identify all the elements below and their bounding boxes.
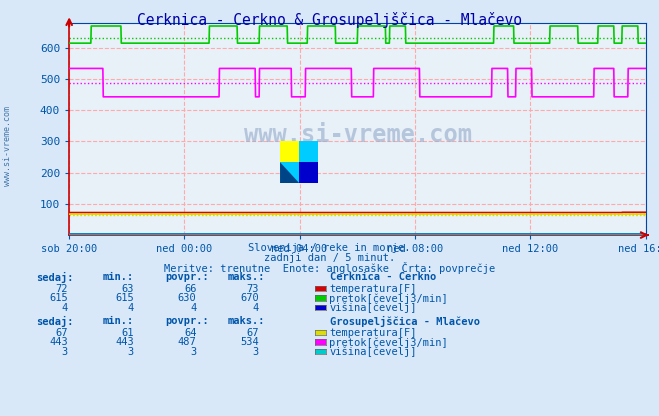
Text: 630: 630 [178,293,196,303]
Polygon shape [280,141,299,162]
Text: maks.:: maks.: [227,272,265,282]
Text: 3: 3 [253,347,259,357]
Text: 487: 487 [178,337,196,347]
Text: 4: 4 [128,303,134,313]
Text: 63: 63 [121,284,134,294]
Polygon shape [299,162,318,183]
Polygon shape [280,162,299,183]
Text: 534: 534 [241,337,259,347]
Text: 3: 3 [62,347,68,357]
Text: 670: 670 [241,293,259,303]
Text: www.si-vreme.com: www.si-vreme.com [244,123,471,147]
Text: 615: 615 [115,293,134,303]
Text: povpr.:: povpr.: [165,316,208,326]
Text: 67: 67 [246,328,259,338]
Text: Meritve: trenutne  Enote: anglosaške  Črta: povprečje: Meritve: trenutne Enote: anglosaške Črta… [164,262,495,274]
Text: 443: 443 [115,337,134,347]
Text: temperatura[F]: temperatura[F] [330,284,417,294]
Text: 3: 3 [128,347,134,357]
Text: 3: 3 [190,347,196,357]
Text: 4: 4 [190,303,196,313]
Text: min.:: min.: [102,272,133,282]
Text: maks.:: maks.: [227,316,265,326]
Text: Cerknica - Cerkno: Cerknica - Cerkno [330,272,436,282]
Text: Slovenija / reke in morje.: Slovenija / reke in morje. [248,243,411,253]
Text: pretok[čevelj3/min]: pretok[čevelj3/min] [330,337,448,348]
Text: pretok[čevelj3/min]: pretok[čevelj3/min] [330,293,448,304]
Text: sedaj:: sedaj: [36,272,74,283]
Text: 64: 64 [184,328,196,338]
Text: 443: 443 [49,337,68,347]
Text: 615: 615 [49,293,68,303]
Text: 66: 66 [184,284,196,294]
Text: www.si-vreme.com: www.si-vreme.com [3,106,13,186]
Text: višina[čevelj]: višina[čevelj] [330,303,417,313]
Text: Cerknica - Cerkno & Grosupeljščica - Mlačevo: Cerknica - Cerkno & Grosupeljščica - Mla… [137,12,522,27]
Text: višina[čevelj]: višina[čevelj] [330,347,417,357]
Text: min.:: min.: [102,316,133,326]
Polygon shape [280,162,318,183]
Text: Grosupeljščica - Mlačevo: Grosupeljščica - Mlačevo [330,316,480,327]
Text: sedaj:: sedaj: [36,316,74,327]
Text: 72: 72 [55,284,68,294]
Text: povpr.:: povpr.: [165,272,208,282]
Text: 4: 4 [253,303,259,313]
Text: 4: 4 [62,303,68,313]
Text: temperatura[F]: temperatura[F] [330,328,417,338]
Text: 73: 73 [246,284,259,294]
Text: zadnji dan / 5 minut.: zadnji dan / 5 minut. [264,253,395,262]
Polygon shape [299,141,318,162]
Text: 61: 61 [121,328,134,338]
Text: 67: 67 [55,328,68,338]
